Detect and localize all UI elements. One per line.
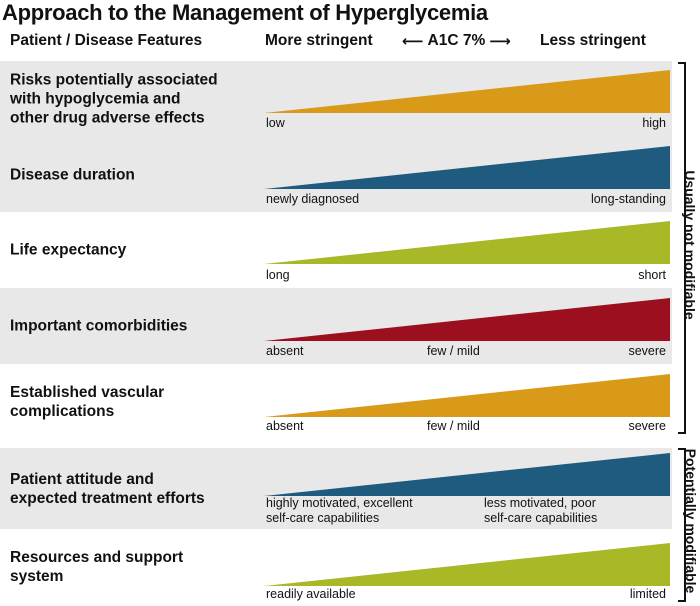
feature-row: Risks potentially associated with hypogly… [0, 61, 672, 137]
wedge-tick-line: short [638, 268, 666, 282]
a1c-target-header: ⟵ A1C 7% ⟶ [402, 32, 511, 50]
wedge-tick-label: severe [628, 419, 666, 434]
wedge-tick-label: low [266, 116, 285, 131]
wedge-shape [264, 374, 670, 417]
wedge-tick-line: self-care capabilities [484, 511, 598, 525]
feature-label-line: Patient attitude and [10, 470, 154, 488]
modifiable-label: Potentially modifiable [683, 448, 699, 594]
wedge-shape [264, 70, 670, 113]
wedge-tick-line: high [642, 116, 666, 130]
wedge-tick-line: severe [628, 344, 666, 358]
feature-row: Life expectancy long short [0, 212, 672, 288]
wedge-tick-label: high [642, 116, 666, 131]
feature-label-line: Risks potentially associated [10, 71, 218, 89]
a1c-target-label: A1C 7% [427, 32, 486, 49]
feature-label-line: Resources and support [10, 549, 184, 566]
feature-label-line: expected treatment efforts [10, 489, 205, 507]
wedge-shape [264, 221, 670, 264]
wedge-tick-line: few / mild [427, 419, 480, 433]
feature-label: Life expectancy [10, 241, 260, 260]
wedge-tick-line: long-standing [590, 192, 666, 206]
wedge-tick-label: highly motivated, excellent self-care cap… [266, 496, 413, 526]
wedge-tick-line: absent [266, 344, 304, 358]
wedge-tick-line: absent [266, 419, 304, 433]
modifiable-bracket [678, 448, 686, 602]
feature-label-line: Important comorbidities [10, 317, 188, 335]
feature-label: Risks potentially associated with hypogly… [10, 71, 260, 128]
wedge-shape [264, 146, 670, 189]
wedge-tick-line: highly motivated, excellent [266, 496, 413, 510]
wedge-tick-label: few / mild [427, 344, 480, 359]
stringency-wedge [264, 298, 670, 341]
features-column-header: Patient / Disease Features [10, 32, 203, 49]
feature-label: Established vascular complications [10, 383, 260, 421]
wedge-tick-line: severe [628, 419, 666, 433]
wedge-tick-label: less motivated, poor self-care capabiliti… [484, 496, 597, 526]
feature-row: Established vascular complications absent f… [0, 364, 672, 440]
wedge-tick-label: absent [266, 419, 304, 434]
feature-label-line: other drug adverse effects [10, 109, 205, 127]
wedge-tick-label: long-standing [591, 192, 666, 207]
not-modifiable-label: Usually not modifiable [682, 170, 698, 320]
feature-label-line: system [10, 568, 64, 585]
less-stringent-header: Less stringent [540, 32, 646, 49]
wedge-tick-label: short [638, 268, 666, 283]
feature-label-line: complications [10, 403, 115, 420]
wedge-shape [264, 298, 670, 341]
wedge-tick-line: limited [629, 587, 666, 601]
feature-label: Patient attitude and expected treatment e… [10, 470, 260, 508]
not-modifiable-bracket [678, 62, 686, 434]
stringency-wedge [264, 146, 670, 189]
stringency-wedge [264, 543, 670, 586]
wedge-tick-label: few / mild [427, 419, 480, 434]
wedge-tick-line: less motivated, poor [484, 496, 596, 510]
feature-label-line: with hypoglycemia and [10, 90, 181, 108]
wedge-tick-line: few / mild [427, 344, 480, 358]
right-arrow-icon: ⟶ [489, 33, 511, 50]
feature-label: Important comorbidities [10, 317, 260, 336]
wedge-tick-label: newly diagnosed [266, 192, 359, 207]
feature-row: Patient attitude and expected treatment e… [0, 448, 672, 529]
left-arrow-icon: ⟵ [402, 33, 424, 50]
wedge-tick-label: limited [630, 587, 666, 602]
wedge-tick-label: severe [628, 344, 666, 359]
wedge-tick-line: readily available [266, 587, 356, 601]
stringency-wedge [264, 453, 670, 496]
wedge-tick-label: long [266, 268, 290, 283]
wedge-tick-label: absent [266, 344, 304, 359]
wedge-tick-label: readily available [266, 587, 356, 602]
stringency-wedge [264, 70, 670, 113]
wedge-tick-line: low [266, 116, 285, 130]
page-title: Approach to the Management of Hyperglyce… [2, 0, 488, 25]
wedge-shape [264, 453, 670, 496]
wedge-shape [264, 543, 670, 586]
feature-row: Resources and support system readily avail… [0, 529, 672, 605]
feature-row: Disease duration newly diagnosed long-stan… [0, 137, 672, 212]
feature-label: Resources and support system [10, 548, 260, 586]
stringency-wedge [264, 221, 670, 264]
feature-label-line: Life expectancy [10, 241, 127, 259]
feature-label-line: Disease duration [10, 166, 135, 183]
more-stringent-header: More stringent [265, 32, 373, 49]
stringency-wedge [264, 374, 670, 417]
feature-row: Important comorbidities absent few / mild s… [0, 288, 672, 364]
wedge-tick-line: long [266, 268, 290, 282]
feature-label: Disease duration [10, 165, 260, 184]
wedge-tick-line: self-care capabilities [266, 511, 380, 525]
feature-label-line: Established vascular [10, 384, 165, 401]
wedge-tick-line: newly diagnosed [266, 192, 360, 206]
